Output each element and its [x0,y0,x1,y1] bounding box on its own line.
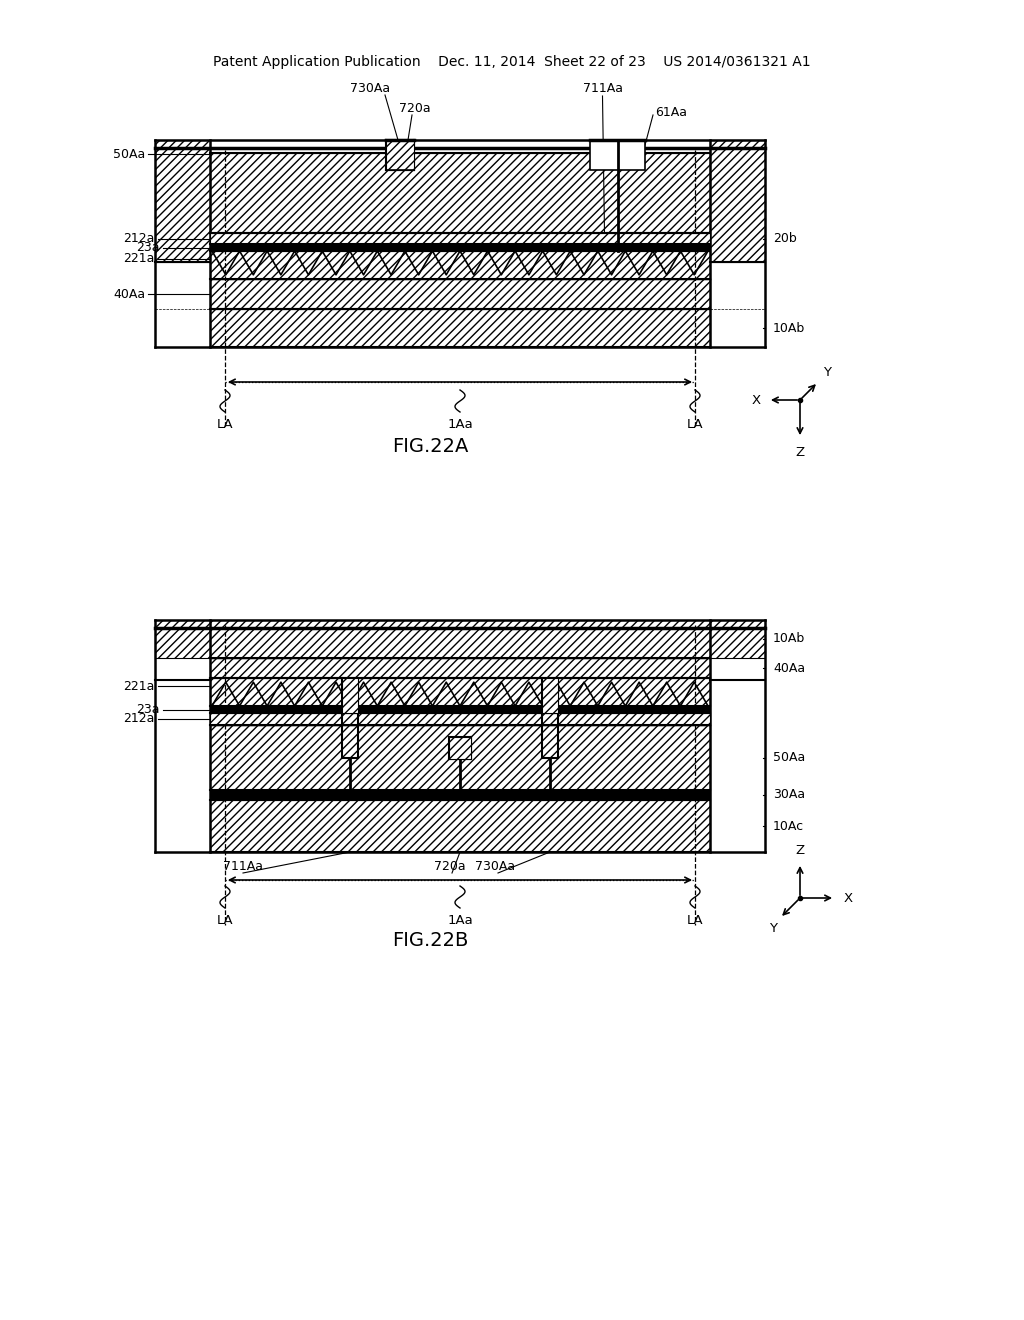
Text: 212a: 212a [124,232,155,246]
Bar [449,737,471,759]
Text: 50Aa: 50Aa [113,148,145,161]
Text: LA: LA [217,417,233,430]
Text: X: X [844,891,853,904]
Bar [210,678,710,706]
Bar [210,244,710,251]
Bar [386,140,414,170]
Text: 10Ac: 10Ac [773,820,804,833]
Text: X: X [752,393,761,407]
Text: LA: LA [687,913,703,927]
Bar [210,706,710,713]
Text: LA: LA [687,417,703,430]
Bar [710,620,765,657]
Bar [210,234,710,244]
Bar [590,140,645,170]
Text: 10Ab: 10Ab [773,632,805,645]
Text: 1Aa: 1Aa [447,913,473,927]
Text: 720a: 720a [434,859,466,873]
Bar [155,140,210,261]
Bar [210,309,710,347]
Text: 30Aa: 30Aa [773,788,805,801]
Text: 221a: 221a [124,680,155,693]
Text: Z: Z [796,446,805,458]
Text: Y: Y [823,367,831,380]
Text: 23a: 23a [136,242,160,253]
Bar [210,620,710,657]
Text: 720a: 720a [399,102,431,115]
Bar [542,678,558,713]
Text: 1Aa: 1Aa [447,417,473,430]
Text: Y: Y [769,921,777,935]
Text: 10Ab: 10Ab [773,322,805,334]
Text: 20b: 20b [773,232,797,246]
Text: 40Aa: 40Aa [113,288,145,301]
Text: 711Aa: 711Aa [583,82,623,95]
Bar [342,678,358,713]
Bar [210,279,710,309]
Text: 711Aa: 711Aa [223,859,263,873]
Text: LA: LA [217,913,233,927]
Text: FIG.22B: FIG.22B [392,931,468,949]
Bar [210,800,710,851]
Bar [210,153,710,234]
Bar [155,620,210,657]
Text: 61Aa: 61Aa [655,106,687,119]
Text: 23a: 23a [136,704,160,715]
Bar [210,657,710,678]
Bar [210,713,710,725]
Text: FIG.22A: FIG.22A [392,437,468,457]
Bar [210,789,710,800]
Text: Z: Z [796,843,805,857]
Text: 730Aa: 730Aa [475,859,515,873]
Bar [210,725,710,789]
Text: 730Aa: 730Aa [350,82,390,95]
Text: 50Aa: 50Aa [773,751,805,764]
Text: 212a: 212a [124,713,155,726]
Text: 40Aa: 40Aa [773,661,805,675]
Text: 221a: 221a [124,252,155,265]
Bar [210,251,710,279]
Bar [710,140,765,261]
Text: Patent Application Publication    Dec. 11, 2014  Sheet 22 of 23    US 2014/03613: Patent Application Publication Dec. 11, … [213,55,811,69]
